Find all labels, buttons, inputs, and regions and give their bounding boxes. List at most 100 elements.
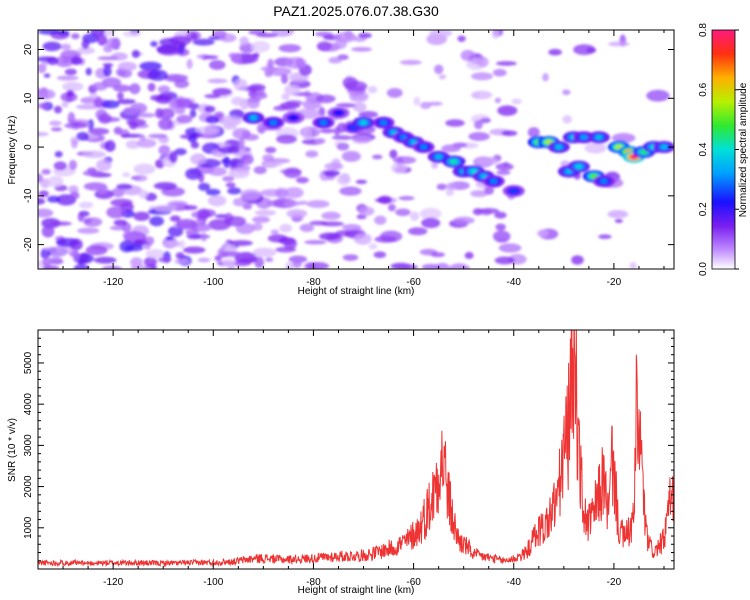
heatmap-cell (285, 261, 294, 269)
heatmap-cell (209, 60, 226, 70)
heatmap-cell (200, 232, 207, 242)
heatmap-cell (280, 74, 289, 84)
heatmap-cell (77, 227, 100, 234)
heatmap-cell (276, 134, 297, 144)
heatmap-cell (497, 105, 518, 116)
heatmap-cell (321, 211, 341, 221)
heatmap-cell (494, 97, 501, 104)
heatmap-feature (489, 178, 498, 184)
heatmap-cell (252, 216, 271, 224)
heatmap-cell (76, 131, 90, 141)
colorbar-tick-label: 0.6 (698, 82, 709, 96)
heatmap-cell (256, 33, 279, 38)
heatmap-cell (398, 195, 415, 201)
heatmap-cell (495, 61, 517, 66)
heatmap-feature (574, 164, 583, 170)
heatmap-cell (281, 93, 290, 101)
heatmap-cell (71, 139, 78, 149)
heatmap-cell (192, 38, 215, 46)
heatmap-cell (230, 52, 243, 63)
heatmap-cell (218, 115, 243, 127)
heatmap-cell (204, 93, 221, 99)
heatmap-cell (611, 133, 636, 144)
heatmap-cell (40, 178, 51, 189)
heatmap-cell (235, 223, 255, 235)
heatmap-cell (153, 204, 177, 212)
heatmap-cell (49, 257, 62, 262)
heatmap-feature (594, 134, 603, 140)
heatmap-feature (659, 144, 668, 150)
heatmap-x-tick-label: -120 (103, 277, 123, 288)
heatmap-cell (138, 189, 149, 199)
heatmap-cell (429, 30, 453, 38)
heatmap-cell (61, 58, 70, 64)
heatmap-cell (331, 135, 354, 141)
heatmap-cell (38, 197, 46, 205)
heatmap-cell (562, 115, 573, 124)
heatmap-cell (598, 234, 612, 240)
heatmap-cell (372, 154, 383, 160)
heatmap-cell (283, 167, 302, 179)
heatmap-cell (474, 120, 483, 130)
heatmap-cell (318, 106, 326, 117)
heatmap-cell (68, 185, 79, 194)
heatmap-cell (117, 61, 138, 72)
heatmap-cell (136, 112, 156, 118)
snr-frame (37, 329, 675, 570)
heatmap-cell (478, 207, 500, 214)
heatmap-cell (249, 91, 268, 100)
snr-plot-area (38, 330, 674, 569)
heatmap-cell (85, 245, 108, 256)
heatmap-cell (41, 168, 51, 175)
heatmap-cell (92, 81, 108, 91)
heatmap-cell (77, 212, 85, 222)
snr-y-tick-label: 5000 (23, 351, 34, 374)
heatmap-cell (101, 265, 123, 269)
heatmap-cell (190, 141, 200, 149)
heatmap-cell (41, 225, 55, 238)
heatmap-y-tick-label: -20 (23, 237, 34, 252)
heatmap-cell (205, 188, 221, 196)
heatmap-cell (96, 183, 108, 194)
heatmap-y-tick-label: -10 (23, 188, 34, 203)
heatmap-cell (334, 37, 347, 50)
heatmap-x-tick-label: -40 (507, 277, 522, 288)
heatmap-cell (169, 215, 181, 222)
heatmap-cell (336, 142, 350, 151)
heatmap-cell (573, 44, 596, 56)
heatmap-cell (232, 197, 247, 207)
heatmap-cell (355, 179, 368, 184)
heatmap-cell (182, 246, 206, 254)
heatmap-cell (153, 182, 178, 190)
heatmap-cell (111, 187, 125, 198)
heatmap-cell (389, 149, 398, 159)
heatmap-cell (562, 89, 571, 96)
heatmap-cell (421, 217, 441, 229)
heatmap-cell (233, 78, 248, 91)
snr-x-tick-label: -40 (507, 577, 522, 588)
heatmap-cell (241, 154, 254, 165)
heatmap-cell (53, 161, 67, 171)
heatmap-cell (470, 90, 493, 100)
heatmap-cell (328, 56, 343, 64)
heatmap-cell (93, 256, 117, 264)
snr-x-axis-label: Height of straight line (km) (298, 585, 415, 596)
heatmap-cell (186, 58, 193, 70)
heatmap-cell (339, 172, 350, 183)
heatmap-cell (38, 30, 60, 35)
heatmap-cell (189, 109, 197, 118)
snr-x-tick-label: -120 (103, 577, 123, 588)
heatmap-cell (136, 138, 157, 148)
heatmap-cell (80, 97, 97, 104)
colorbar: 0.0 0.2 0.4 0.6 0.8 Normalized spectral ampl… (698, 23, 749, 276)
heatmap-x-tick-label: -60 (406, 277, 421, 288)
heatmap-cell (38, 102, 49, 109)
heatmap-cell (126, 118, 147, 127)
heatmap-cell (133, 163, 156, 175)
colorbar-label: Normalized spectral amplitude (738, 82, 749, 217)
snr-y-tick-label: 3000 (23, 434, 34, 457)
heatmap-cell (392, 156, 417, 165)
heatmap-cell (253, 166, 267, 175)
heatmap-cell (227, 187, 242, 195)
heatmap-cell (120, 133, 145, 138)
